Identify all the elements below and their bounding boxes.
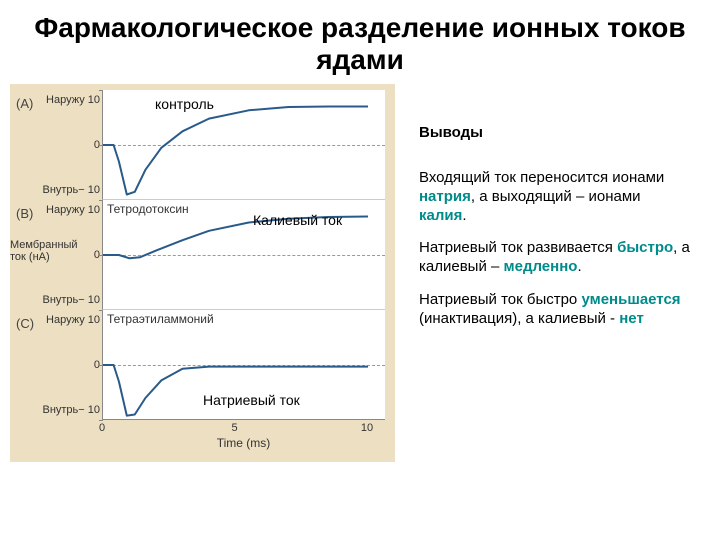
ytick-label: 0 <box>42 359 100 371</box>
conclusion-1: Входящий ток переносится ионами натрия, … <box>419 169 692 225</box>
ytick-label: Наружу 10 <box>42 94 100 106</box>
ytick-label: Внутрь− 10 <box>42 404 100 416</box>
xtick-label: 0 <box>99 422 105 434</box>
highlight-fast: быстро <box>617 239 673 256</box>
conclusion-3: Натриевый ток быстро уменьшается (инакти… <box>419 291 692 329</box>
xtick-label: 10 <box>361 422 373 434</box>
y-axis-A: Наружу 10 0 Внутрь− 10 <box>40 90 102 200</box>
panel-letter-A: (A) <box>16 90 40 200</box>
ytick-label: Внутрь− 10 <box>42 184 100 196</box>
plot-C: ТетраэтиламмонийНатриевый ток <box>102 310 385 420</box>
main-layout: (A)Наружу 100Внутрь− 10контроль(B)Наружу… <box>0 84 720 462</box>
panel-B: (B)Наружу 10 0 Внутрь− 10ТетродотоксинКали… <box>16 200 385 310</box>
figure-block: (A)Наружу 100Внутрь− 10контроль(B)Наружу… <box>10 84 395 462</box>
annotation-B: Калиевый ток <box>253 212 342 228</box>
y-axis-C: Наружу 10 0 Внутрь− 10 <box>40 310 102 420</box>
panel-letter-C: (C) <box>16 310 40 420</box>
ytick-label: 0 <box>42 139 100 151</box>
ytick-label: Наружу 10 <box>42 314 100 326</box>
x-axis-title: Time (ms) <box>102 436 385 450</box>
curve-A <box>103 90 368 200</box>
page-title: Фармакологическое разделение ионных токо… <box>0 0 720 84</box>
ytick-label: Наружу 10 <box>42 204 100 216</box>
panel-C: (C)Наружу 10 0 Внутрь− 10ТетраэтиламмонийН… <box>16 310 385 420</box>
x-axis: 0 5 10 Time (ms) <box>16 422 385 456</box>
panel-A: (A)Наружу 10 0 Внутрь− 10 контроль <box>16 90 385 200</box>
plot-B: ТетродотоксинКалиевый ток <box>102 200 385 310</box>
conclusions-block: Выводы Входящий ток переносится ионами н… <box>395 84 710 462</box>
annotation-C: Натриевый ток <box>203 392 300 408</box>
y-axis-B: Наружу 10 0 Внутрь− 10 <box>40 200 102 310</box>
highlight-potassium: калия <box>419 207 462 224</box>
highlight-sodium: натрия <box>419 188 471 205</box>
panel-letter-B: (B) <box>16 200 40 310</box>
highlight-decrease: уменьшается <box>581 291 680 308</box>
ytick-label: Внутрь− 10 <box>42 294 100 306</box>
plot-A: контроль <box>102 90 385 200</box>
highlight-slow: медленно <box>504 258 578 275</box>
xtick-label: 5 <box>231 422 237 434</box>
ytick <box>99 420 103 421</box>
annotation-A: контроль <box>155 96 214 112</box>
conclusions-heading: Выводы <box>419 124 692 141</box>
highlight-no: нет <box>619 310 644 327</box>
ytick-label: 0 <box>42 249 100 261</box>
conclusion-2: Натриевый ток развивается быстро, а кали… <box>419 239 692 277</box>
